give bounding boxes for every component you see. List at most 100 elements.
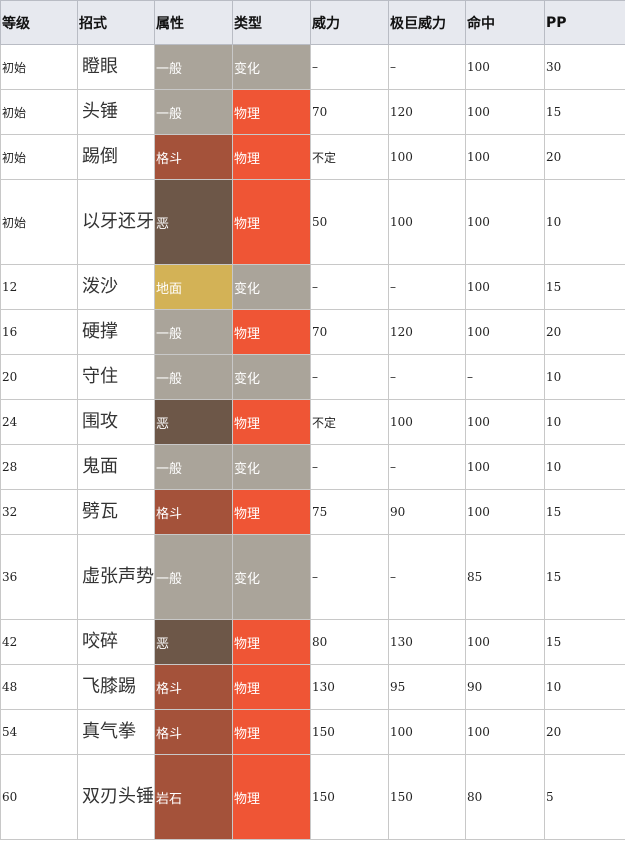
power-cell: 70 (310, 89, 389, 135)
category-badge: 物理 (232, 309, 311, 355)
move-name-link[interactable]: 咬碎 (77, 619, 155, 665)
category-badge: 物理 (232, 619, 311, 665)
max-power-cell: – (388, 444, 466, 490)
table-body: 初始 瞪眼 一般 变化 – –100 30 初始 头锤 一般 物理 70 120 100 15 初始 踢倒 格斗物… (0, 44, 625, 840)
accuracy-cell: 90 (465, 664, 545, 710)
table-row: 36 虚张声势 一般 变化 – –85 15 (0, 534, 625, 620)
category-badge: 变化 (232, 444, 311, 490)
level-cell: 42 (0, 619, 78, 665)
category-badge: 物理 (232, 399, 311, 445)
attribute-badge: 一般 (154, 309, 233, 355)
max-power-cell: 100 (388, 709, 466, 755)
move-name-link[interactable]: 泼沙 (77, 264, 155, 310)
move-name-link[interactable]: 虚张声势 (77, 534, 155, 620)
attribute-badge: 格斗 (154, 134, 233, 180)
move-name-link[interactable]: 硬撑 (77, 309, 155, 355)
header-category[interactable]: 类型 (232, 0, 311, 45)
power-cell: – (310, 444, 389, 490)
category-badge: 变化 (232, 264, 311, 310)
header-attribute[interactable]: 属性 (154, 0, 233, 45)
level-cell: 36 (0, 534, 78, 620)
move-name-link[interactable]: 双刃头锤 (77, 754, 155, 840)
move-name-link[interactable]: 围攻 (77, 399, 155, 445)
max-power-cell: 150 (388, 754, 466, 840)
category-badge: 变化 (232, 44, 311, 90)
max-power-cell: – (388, 354, 466, 400)
power-cell: – (310, 264, 389, 310)
move-name-link[interactable]: 鬼面 (77, 444, 155, 490)
max-power-cell: 100 (388, 179, 466, 265)
level-cell: 初始 (0, 179, 78, 265)
move-name-link[interactable]: 头锤 (77, 89, 155, 135)
attribute-badge: 地面 (154, 264, 233, 310)
accuracy-cell: 100 (465, 309, 545, 355)
table-row: 42 咬碎恶物理 80 130 100 15 (0, 619, 625, 665)
power-cell: 50 (310, 179, 389, 265)
attribute-badge: 一般 (154, 89, 233, 135)
max-power-cell: 120 (388, 89, 466, 135)
move-name-link[interactable]: 劈瓦 (77, 489, 155, 535)
category-badge: 变化 (232, 534, 311, 620)
pp-cell: 15 (544, 619, 625, 665)
accuracy-cell: 85 (465, 534, 545, 620)
power-cell: 80 (310, 619, 389, 665)
accuracy-cell: – (465, 354, 545, 400)
max-power-cell: 120 (388, 309, 466, 355)
table-row: 初始 以牙还牙恶物理 50 100 100 10 (0, 179, 625, 265)
move-name-link[interactable]: 飞膝踢 (77, 664, 155, 710)
category-badge: 物理 (232, 489, 311, 535)
header-power[interactable]: 威力 (310, 0, 389, 45)
category-badge: 物理 (232, 754, 311, 840)
power-cell: 150 (310, 709, 389, 755)
header-accuracy[interactable]: 命中 (465, 0, 545, 45)
header-pp[interactable]: PP (544, 0, 625, 45)
table-row: 16 硬撑 一般 物理 70 120 100 20 (0, 309, 625, 355)
table-row: 54 真气拳 格斗 物理 150 100 100 20 (0, 709, 625, 755)
level-cell: 16 (0, 309, 78, 355)
max-power-cell: – (388, 534, 466, 620)
move-name-link[interactable]: 守住 (77, 354, 155, 400)
category-badge: 物理 (232, 709, 311, 755)
pp-cell: 20 (544, 309, 625, 355)
pp-cell: 15 (544, 264, 625, 310)
category-badge: 变化 (232, 354, 311, 400)
header-level[interactable]: 等级 (0, 0, 78, 45)
move-name-link[interactable]: 瞪眼 (77, 44, 155, 90)
level-cell: 12 (0, 264, 78, 310)
table-row: 初始 踢倒 格斗 物理 不定 100 100 20 (0, 134, 625, 180)
pp-cell: 5 (544, 754, 625, 840)
table-row: 28 鬼面 一般 变化 – –100 10 (0, 444, 625, 490)
attribute-badge: 一般 (154, 444, 233, 490)
power-cell: 70 (310, 309, 389, 355)
level-cell: 初始 (0, 134, 78, 180)
power-cell: 130 (310, 664, 389, 710)
level-cell: 32 (0, 489, 78, 535)
power-cell: 不定 (310, 134, 389, 180)
max-power-cell: – (388, 44, 466, 90)
table-row: 32 劈瓦 格斗 物理 75 90 100 15 (0, 489, 625, 535)
move-name-link[interactable]: 真气拳 (77, 709, 155, 755)
header-move[interactable]: 招式 (77, 0, 155, 45)
level-cell: 20 (0, 354, 78, 400)
max-power-cell: – (388, 264, 466, 310)
table-row: 12 泼沙 地面 变化 – –100 15 (0, 264, 625, 310)
max-power-cell: 100 (388, 399, 466, 445)
category-badge: 物理 (232, 89, 311, 135)
table-row: 24 围攻恶物理 不定 100 100 10 (0, 399, 625, 445)
level-cell: 54 (0, 709, 78, 755)
attribute-badge: 一般 (154, 354, 233, 400)
power-cell: – (310, 44, 389, 90)
header-max-power[interactable]: 极巨威力 (388, 0, 466, 45)
pp-cell: 20 (544, 709, 625, 755)
level-cell: 60 (0, 754, 78, 840)
attribute-badge: 格斗 (154, 664, 233, 710)
level-cell: 初始 (0, 44, 78, 90)
attribute-badge: 恶 (154, 399, 233, 445)
max-power-cell: 90 (388, 489, 466, 535)
pp-cell: 15 (544, 489, 625, 535)
power-cell: 不定 (310, 399, 389, 445)
move-name-link[interactable]: 以牙还牙 (77, 179, 155, 265)
move-name-link[interactable]: 踢倒 (77, 134, 155, 180)
level-cell: 28 (0, 444, 78, 490)
